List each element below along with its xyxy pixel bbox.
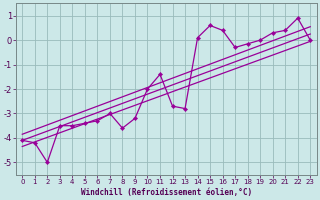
X-axis label: Windchill (Refroidissement éolien,°C): Windchill (Refroidissement éolien,°C) bbox=[81, 188, 252, 197]
